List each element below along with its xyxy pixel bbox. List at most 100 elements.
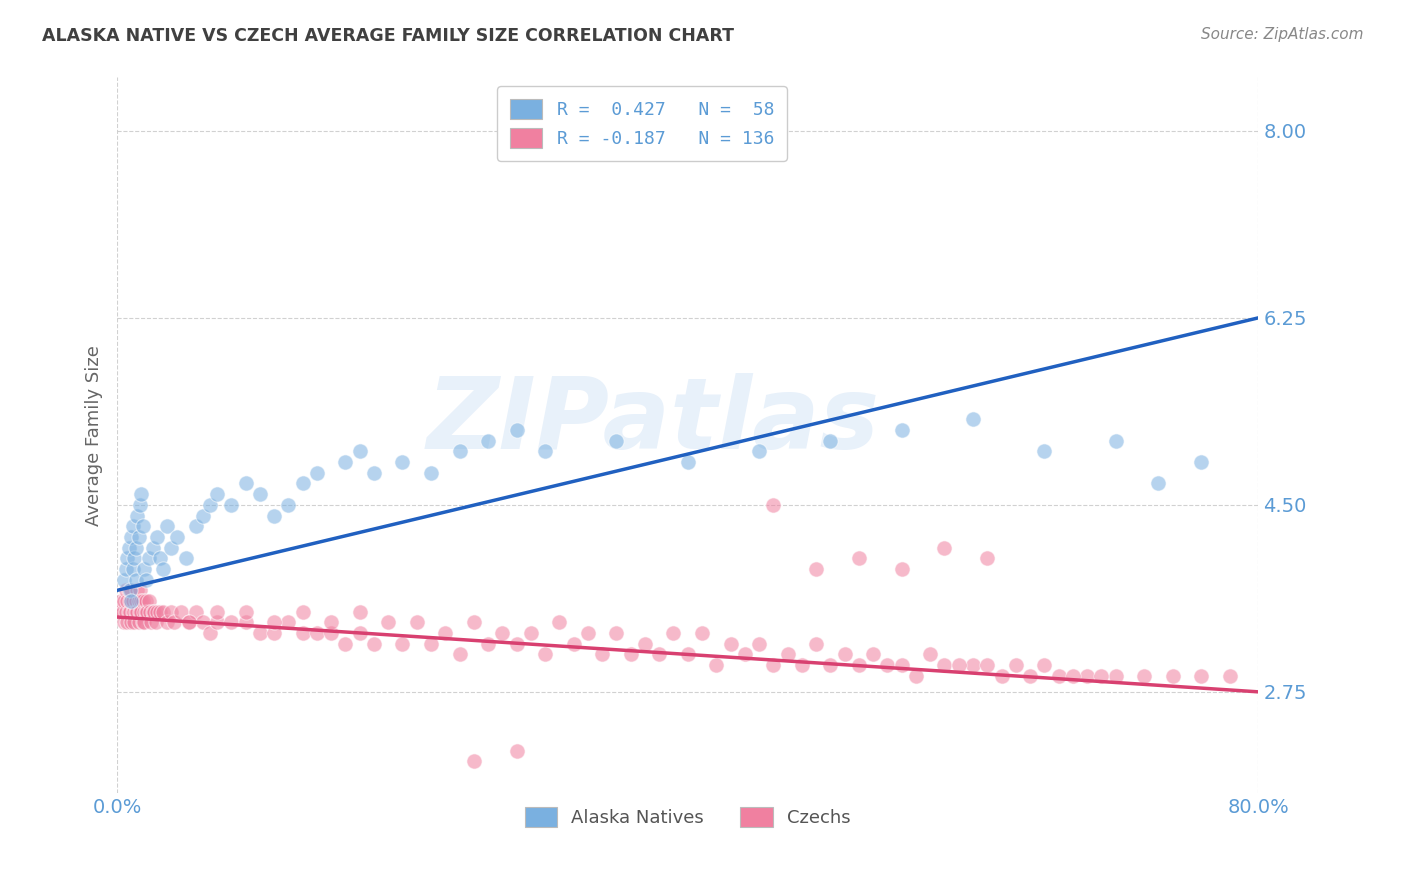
Point bbox=[1104, 434, 1126, 448]
Point bbox=[349, 605, 371, 619]
Point bbox=[249, 626, 271, 640]
Point bbox=[118, 583, 141, 598]
Point bbox=[1076, 669, 1098, 683]
Point bbox=[131, 605, 153, 619]
Point bbox=[156, 615, 179, 630]
Point bbox=[862, 648, 884, 662]
Point bbox=[128, 530, 150, 544]
Point bbox=[363, 637, 385, 651]
Point bbox=[962, 658, 984, 673]
Point bbox=[834, 648, 856, 662]
Point bbox=[120, 530, 142, 544]
Point bbox=[576, 626, 599, 640]
Point bbox=[127, 583, 149, 598]
Point bbox=[191, 508, 214, 523]
Point bbox=[463, 754, 485, 768]
Point bbox=[112, 594, 135, 608]
Point bbox=[505, 637, 527, 651]
Point bbox=[904, 669, 927, 683]
Point bbox=[335, 455, 357, 469]
Point bbox=[114, 583, 136, 598]
Point bbox=[131, 594, 153, 608]
Point bbox=[1033, 658, 1056, 673]
Point bbox=[117, 541, 139, 555]
Point bbox=[111, 605, 134, 619]
Y-axis label: Average Family Size: Average Family Size bbox=[86, 345, 103, 525]
Point bbox=[112, 573, 135, 587]
Point bbox=[135, 605, 157, 619]
Point bbox=[277, 615, 299, 630]
Point bbox=[634, 637, 657, 651]
Point bbox=[120, 615, 142, 630]
Point bbox=[205, 615, 228, 630]
Point bbox=[934, 658, 956, 673]
Point bbox=[122, 562, 145, 576]
Point bbox=[1004, 658, 1026, 673]
Point bbox=[221, 498, 243, 512]
Point bbox=[748, 637, 770, 651]
Point bbox=[249, 487, 271, 501]
Point bbox=[1161, 669, 1184, 683]
Point bbox=[115, 551, 138, 566]
Point bbox=[449, 444, 471, 458]
Point bbox=[129, 605, 152, 619]
Point bbox=[125, 541, 148, 555]
Point bbox=[890, 562, 912, 576]
Point bbox=[291, 626, 314, 640]
Point bbox=[124, 615, 146, 630]
Point bbox=[990, 669, 1012, 683]
Point bbox=[117, 605, 139, 619]
Point bbox=[177, 615, 200, 630]
Point bbox=[118, 605, 141, 619]
Point bbox=[420, 637, 443, 651]
Point bbox=[127, 508, 149, 523]
Point bbox=[976, 658, 998, 673]
Point bbox=[149, 605, 172, 619]
Point bbox=[405, 615, 427, 630]
Point bbox=[1189, 455, 1212, 469]
Point bbox=[134, 605, 156, 619]
Point bbox=[163, 615, 186, 630]
Point bbox=[305, 466, 328, 480]
Point bbox=[149, 551, 172, 566]
Point bbox=[648, 648, 671, 662]
Point bbox=[520, 626, 543, 640]
Point bbox=[114, 562, 136, 576]
Point bbox=[156, 519, 179, 533]
Text: Source: ZipAtlas.com: Source: ZipAtlas.com bbox=[1201, 27, 1364, 42]
Point bbox=[420, 466, 443, 480]
Point bbox=[305, 626, 328, 640]
Point bbox=[122, 605, 145, 619]
Point bbox=[146, 605, 169, 619]
Point bbox=[562, 637, 585, 651]
Point bbox=[132, 594, 155, 608]
Point bbox=[141, 615, 163, 630]
Point bbox=[291, 605, 314, 619]
Point bbox=[762, 658, 785, 673]
Point bbox=[115, 615, 138, 630]
Point bbox=[115, 594, 138, 608]
Point bbox=[132, 519, 155, 533]
Point bbox=[235, 615, 257, 630]
Point bbox=[198, 626, 221, 640]
Point bbox=[1047, 669, 1070, 683]
Point bbox=[291, 476, 314, 491]
Point bbox=[127, 605, 149, 619]
Point bbox=[349, 444, 371, 458]
Point bbox=[139, 605, 162, 619]
Point bbox=[934, 541, 956, 555]
Point bbox=[152, 605, 174, 619]
Point bbox=[205, 487, 228, 501]
Point bbox=[125, 573, 148, 587]
Point bbox=[391, 637, 413, 651]
Point bbox=[848, 551, 870, 566]
Point bbox=[876, 658, 898, 673]
Point bbox=[277, 498, 299, 512]
Point bbox=[112, 615, 135, 630]
Point bbox=[263, 626, 285, 640]
Point bbox=[620, 648, 643, 662]
Point bbox=[704, 658, 727, 673]
Point bbox=[976, 551, 998, 566]
Point bbox=[131, 487, 153, 501]
Point bbox=[110, 594, 132, 608]
